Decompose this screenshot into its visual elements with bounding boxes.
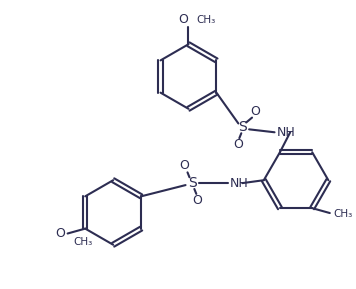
Text: CH₃: CH₃	[334, 209, 353, 219]
Text: NH: NH	[230, 177, 248, 190]
Text: CH₃: CH₃	[196, 15, 215, 25]
Text: O: O	[234, 138, 243, 151]
Text: S: S	[238, 121, 247, 134]
Text: O: O	[180, 159, 189, 172]
Text: NH: NH	[277, 126, 295, 139]
Text: O: O	[250, 105, 260, 118]
Text: S: S	[188, 176, 197, 190]
Text: O: O	[192, 194, 202, 207]
Text: O: O	[179, 13, 189, 26]
Text: O: O	[55, 227, 65, 240]
Text: CH₃: CH₃	[73, 237, 93, 247]
